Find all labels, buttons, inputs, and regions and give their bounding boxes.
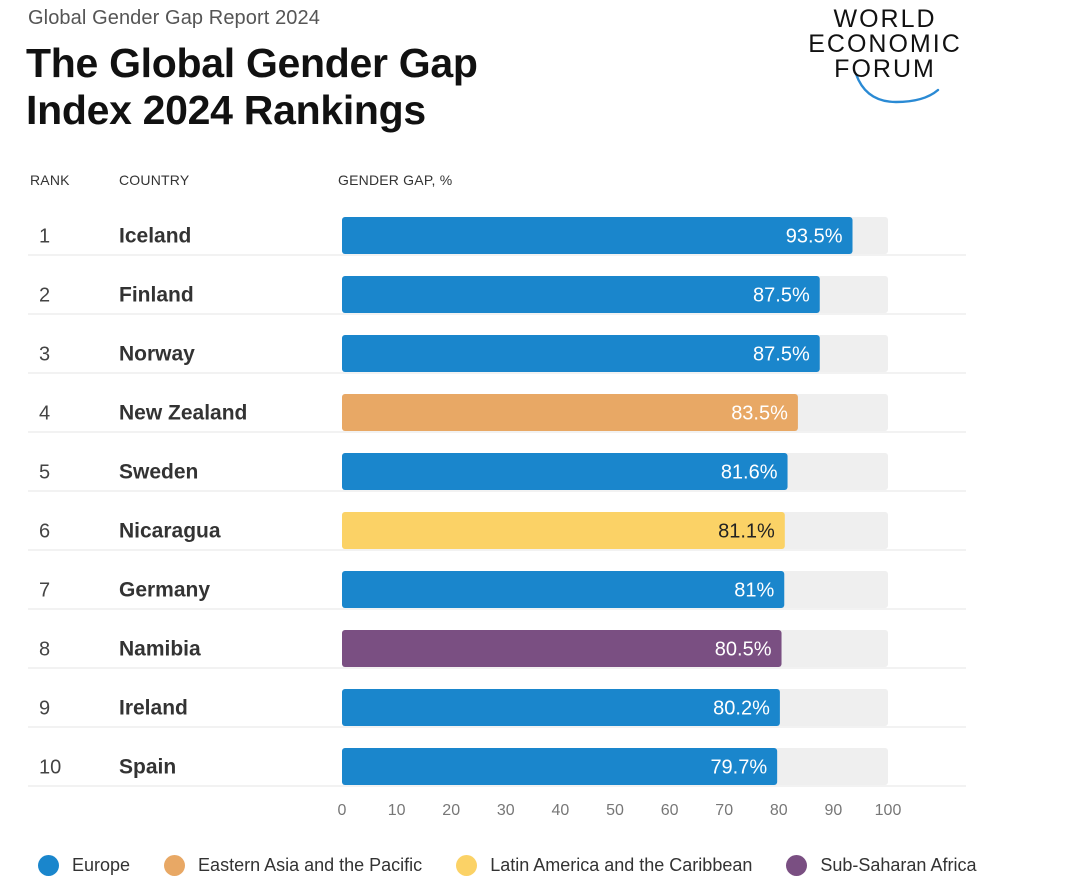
rank-label: 2 <box>39 285 50 307</box>
country-label: Namibia <box>119 638 201 661</box>
country-label: New Zealand <box>119 402 247 425</box>
rank-label: 6 <box>39 521 50 543</box>
legend-label: Eastern Asia and the Pacific <box>198 855 423 875</box>
x-tick-label: 100 <box>875 802 902 819</box>
country-column-header: COUNTRY <box>119 172 190 188</box>
bar <box>342 689 780 726</box>
legend-dot-icon <box>786 855 808 876</box>
title-line-1: The Global Gender Gap <box>26 40 478 86</box>
data-label: 87.5% <box>753 344 810 366</box>
data-label: 93.5% <box>786 226 843 248</box>
bar <box>342 276 820 313</box>
value-column-header: GENDER GAP, % <box>338 172 453 188</box>
country-label: Sweden <box>119 461 198 484</box>
rank-label: 1 <box>39 226 50 248</box>
data-label: 80.2% <box>713 698 770 720</box>
logo-arc-icon <box>854 72 940 104</box>
rank-label: 9 <box>39 698 50 720</box>
data-label: 81% <box>734 580 774 602</box>
legend: Europe Eastern Asia and the Pacific Latin … <box>38 855 1010 876</box>
bar <box>342 571 785 608</box>
legend-dot-icon <box>38 855 59 876</box>
logo-word-3: FORUM <box>834 55 936 83</box>
x-tick-label: 40 <box>552 802 570 819</box>
legend-dot-icon <box>456 855 478 876</box>
legend-label: Latin America and the Caribbean <box>490 855 753 875</box>
data-label: 79.7% <box>710 757 767 779</box>
country-label: Spain <box>119 756 176 779</box>
logo-word-1: WORLD <box>833 5 937 33</box>
x-tick-label: 20 <box>442 802 460 819</box>
data-label: 87.5% <box>753 285 810 307</box>
country-label: Germany <box>119 579 210 602</box>
bar <box>342 453 788 490</box>
rank-label: 3 <box>39 344 50 366</box>
country-label: Norway <box>119 343 195 366</box>
country-label: Iceland <box>119 225 191 248</box>
bar <box>342 630 782 667</box>
title-line-2: Index 2024 Rankings <box>26 87 426 133</box>
x-tick-label: 10 <box>388 802 406 819</box>
x-tick-label: 30 <box>497 802 515 819</box>
data-label: 83.5% <box>731 403 788 425</box>
legend-label: Sub-Saharan Africa <box>820 855 977 875</box>
legend-dot-icon <box>164 855 186 876</box>
data-label: 81.6% <box>721 462 778 484</box>
legend-label: Europe <box>72 855 131 875</box>
rank-label: 10 <box>39 757 61 779</box>
report-subtitle: Global Gender Gap Report 2024 <box>28 7 320 29</box>
legend-item: Sub-Saharan Africa <box>786 855 976 876</box>
country-label: Ireland <box>119 697 188 720</box>
x-tick-label: 50 <box>606 802 624 819</box>
x-tick-label: 80 <box>770 802 788 819</box>
rank-column-header: RANK <box>30 172 70 188</box>
rank-label: 4 <box>39 403 50 425</box>
bar <box>342 748 778 785</box>
logo-word-2: ECONOMIC <box>808 30 962 58</box>
rank-label: 8 <box>39 639 50 661</box>
x-tick-label: 90 <box>825 802 843 819</box>
legend-item: Eastern Asia and the Pacific <box>164 855 422 876</box>
bar <box>342 335 820 372</box>
x-tick-label: 0 <box>338 802 347 819</box>
bar <box>342 512 785 549</box>
page-title: The Global Gender Gap Index 2024 Ranking… <box>26 40 478 134</box>
country-label: Nicaragua <box>119 520 221 543</box>
x-tick-label: 60 <box>661 802 679 819</box>
wef-logo: WORLD ECONOMIC FORUM <box>800 4 975 106</box>
x-tick-label: 70 <box>715 802 733 819</box>
legend-item: Europe <box>38 855 130 876</box>
country-label: Finland <box>119 284 194 307</box>
bar <box>342 217 853 254</box>
bar <box>342 394 798 431</box>
rank-label: 5 <box>39 462 50 484</box>
rank-label: 7 <box>39 580 50 602</box>
data-label: 80.5% <box>715 639 772 661</box>
data-label: 81.1% <box>718 521 775 543</box>
legend-item: Latin America and the Caribbean <box>456 855 752 876</box>
